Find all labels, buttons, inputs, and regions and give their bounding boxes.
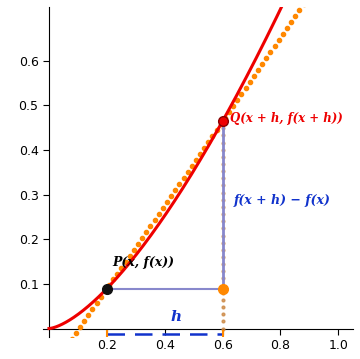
Text: f(x + h) − f(x): f(x + h) − f(x) [234,194,331,207]
Text: h: h [171,310,182,324]
Text: Q(x + h, f(x + h)): Q(x + h, f(x + h)) [230,112,343,125]
Text: P(x, f(x)): P(x, f(x)) [113,256,175,269]
